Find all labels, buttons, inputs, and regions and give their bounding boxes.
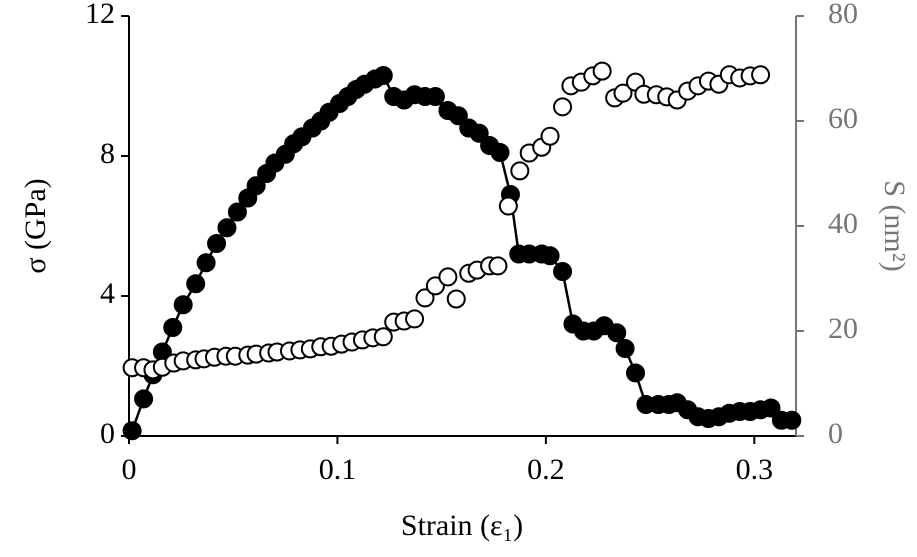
data-point bbox=[607, 323, 627, 343]
data-point bbox=[134, 389, 154, 409]
data-point bbox=[173, 295, 193, 315]
data-point bbox=[540, 246, 560, 266]
y2-tick-label: 0 bbox=[828, 417, 843, 450]
data-point bbox=[425, 87, 445, 106]
data-point bbox=[448, 106, 468, 126]
y2-tick-label: 40 bbox=[828, 207, 858, 240]
data-point bbox=[246, 176, 266, 196]
y2-axis-label: S (nm²) bbox=[878, 180, 911, 272]
data-point bbox=[553, 97, 573, 117]
data-point bbox=[613, 83, 633, 103]
y-tick-label: 4 bbox=[100, 277, 115, 310]
data-point bbox=[761, 398, 781, 418]
data-point bbox=[163, 318, 183, 337]
data-point bbox=[469, 123, 489, 143]
x-tick-label: 0.3 bbox=[736, 453, 774, 486]
data-point bbox=[751, 65, 771, 85]
x-tick-label: 0.1 bbox=[319, 453, 357, 486]
data-point bbox=[405, 309, 425, 329]
data-point bbox=[122, 421, 142, 441]
data-point bbox=[540, 126, 560, 146]
data-point bbox=[415, 288, 435, 308]
data-point bbox=[553, 262, 573, 281]
data-point bbox=[498, 196, 518, 216]
data-point bbox=[373, 327, 393, 347]
y-tick-label: 0 bbox=[100, 417, 115, 450]
data-point bbox=[446, 289, 466, 309]
y2-tick-label: 60 bbox=[828, 102, 858, 135]
data-point bbox=[438, 267, 458, 287]
data-point bbox=[592, 61, 612, 81]
data-point bbox=[373, 66, 393, 85]
y-tick-label: 12 bbox=[85, 0, 115, 30]
data-point bbox=[196, 253, 216, 273]
data-point bbox=[782, 410, 802, 430]
data-point bbox=[227, 202, 247, 222]
y-tick-label: 8 bbox=[100, 137, 115, 170]
x-axis-label: Strain (ε₁) bbox=[401, 509, 523, 542]
data-point bbox=[615, 339, 635, 358]
data-point bbox=[490, 143, 510, 162]
x-tick-label: 0 bbox=[122, 453, 137, 486]
y2-tick-label: 20 bbox=[828, 312, 858, 345]
data-point bbox=[217, 218, 237, 238]
x-tick-label: 0.2 bbox=[527, 453, 565, 486]
y2-tick-label: 80 bbox=[828, 0, 858, 30]
data-point bbox=[207, 234, 227, 253]
data-point bbox=[488, 256, 508, 276]
data-point bbox=[186, 274, 206, 294]
data-point bbox=[510, 161, 530, 181]
y-axis-label: σ (GPa) bbox=[19, 178, 52, 273]
data-point bbox=[626, 363, 646, 383]
